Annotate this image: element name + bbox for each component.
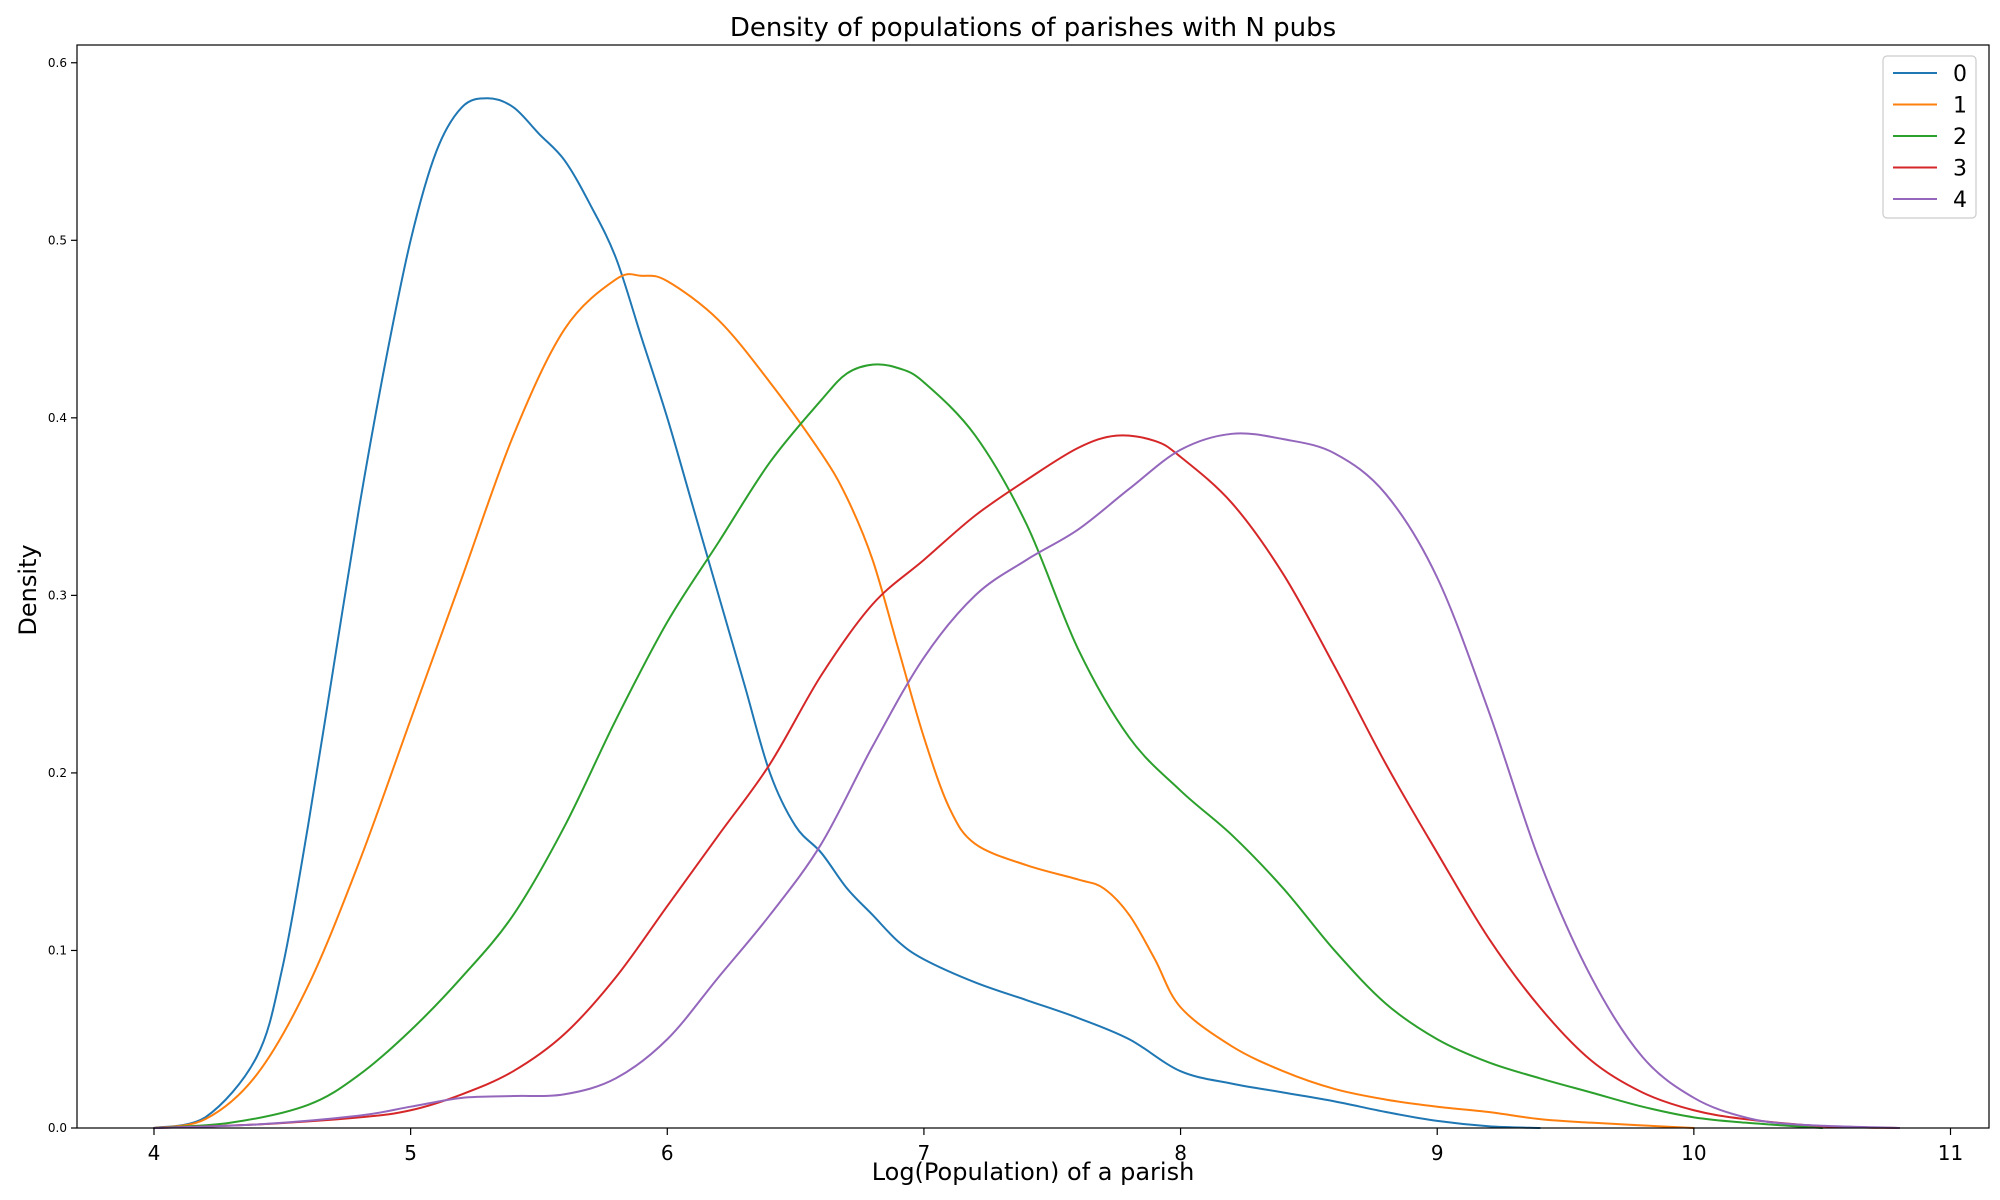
series-line-0	[152, 97, 1541, 1129]
legend-label-2: 2	[1953, 125, 1967, 150]
series-layer	[152, 97, 1901, 1129]
x-tick-label: 9	[1431, 1141, 1444, 1165]
x-tick-label: 10	[1681, 1141, 1706, 1165]
x-tick-label: 8	[1174, 1141, 1187, 1165]
x-axis-label: Log(Population) of a parish	[872, 1158, 1195, 1186]
plot-frame	[76, 44, 1990, 1129]
chart-title: Density of populations of parishes with …	[730, 13, 1336, 43]
series-line-3	[152, 434, 1901, 1129]
y-tick-label: 0.6	[48, 56, 67, 70]
legend-label-1: 1	[1953, 94, 1967, 119]
series-line-1	[152, 273, 1695, 1129]
axis-ticks: 4 5 6 7 8 9 10 11 0.0 0.1 0.2 0.3 0.4 0.5 0.6	[48, 56, 1963, 1165]
legend: 0 1 2 3 4	[1882, 55, 1977, 219]
x-tick-label: 6	[661, 1141, 674, 1165]
legend-items: 0 1 2 3 4	[1893, 62, 1967, 213]
x-tick-label: 11	[1938, 1141, 1963, 1165]
y-tick-label: 0.0	[48, 1121, 67, 1135]
x-tick-label: 7	[918, 1141, 931, 1165]
series-line-2	[152, 363, 1824, 1129]
x-tick-label: 4	[148, 1141, 161, 1165]
y-tick-label: 0.1	[48, 943, 67, 957]
legend-label-0: 0	[1953, 62, 1967, 87]
y-tick-label: 0.5	[48, 233, 67, 247]
legend-label-4: 4	[1953, 188, 1967, 213]
legend-label-3: 3	[1953, 157, 1967, 182]
y-axis-label: Density	[14, 544, 42, 635]
y-tick-label: 0.4	[48, 411, 67, 425]
series-line-4	[152, 432, 1901, 1129]
y-tick-label: 0.2	[48, 766, 67, 780]
x-tick-label: 5	[404, 1141, 417, 1165]
y-tick-label: 0.3	[48, 588, 67, 602]
